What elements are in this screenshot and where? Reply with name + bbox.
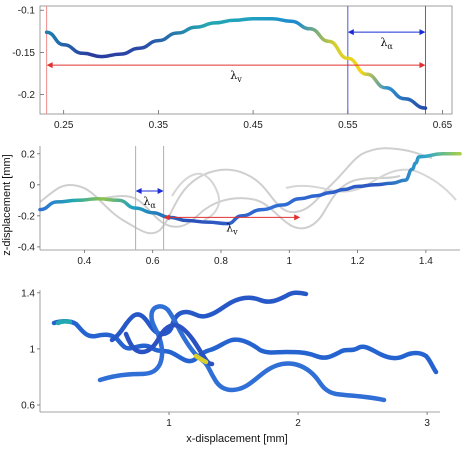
bottom-x-label: x-displacement [mm] [186, 433, 287, 445]
x-tick-label: 0.65 [433, 120, 453, 131]
top-y-ticks: -0.1 -0.15 -0.2 [12, 6, 44, 101]
x-tick-label: 1 [166, 418, 172, 429]
top-annotations: λv λα [46, 29, 426, 84]
dimension-label: λv [226, 221, 238, 236]
y-tick-label: 0.2 [21, 149, 35, 160]
middle-panel: 0.2 0 -0.2 -0.4 0.4 0.6 0.8 1 1.2 1.4 λv λα z-dis… [1, 146, 462, 267]
bottom-trace-4 [123, 323, 215, 367]
arrowhead-right-icon [157, 188, 164, 195]
x-tick-label: 0.8 [214, 256, 228, 267]
bottom-y-ticks: 1.4 1 0.6 [21, 288, 40, 411]
arrowhead-right-icon [419, 29, 426, 36]
x-tick-label: 1.4 [419, 256, 433, 267]
top-vertical-lines [46, 6, 426, 114]
middle-y-ticks: 0.2 0 -0.2 -0.4 [18, 149, 40, 253]
middle-gray-trace [39, 147, 433, 235]
y-tick-label: 0.6 [21, 400, 35, 411]
arrowhead-left-icon [135, 188, 142, 195]
middle-vertical-lines [135, 146, 165, 250]
bottom-trace-1 [51, 319, 439, 375]
top-axes-box [39, 5, 453, 115]
x-tick-label: 0.25 [54, 120, 74, 131]
dimension-label: λα [143, 195, 156, 210]
dimension-label: λv [230, 69, 242, 84]
x-tick-label: 3 [424, 418, 430, 429]
bottom-trace-2 [109, 290, 309, 343]
bottom-trajectory-traces [51, 290, 439, 403]
y-tick-label: 1.4 [21, 288, 35, 299]
middle-gray-trace-2 [91, 175, 401, 230]
y-tick-label: 0 [29, 180, 35, 191]
x-tick-label: 0.4 [77, 256, 91, 267]
y-tick-label: 1 [29, 344, 35, 355]
x-tick-label: 0.55 [338, 120, 358, 131]
middle-gray-trace-3 [171, 168, 457, 221]
x-tick-label: 0.35 [149, 120, 169, 131]
bottom-trace-teal [55, 319, 73, 326]
top-panel: -0.1 -0.15 -0.2 0.25 0.35 0.45 0.55 0.65 λv λα [12, 5, 453, 131]
x-tick-label: 1.2 [351, 256, 365, 267]
arrowhead-right-icon [419, 62, 426, 69]
y-tick-label: -0.1 [18, 6, 36, 17]
x-tick-label: 1 [286, 256, 292, 267]
middle-y-label: z-displacement [mm] [1, 154, 13, 255]
bottom-x-ticks: 1 2 3 [166, 412, 430, 429]
y-tick-label: -0.2 [18, 90, 36, 101]
x-tick-label: 2 [295, 418, 301, 429]
y-tick-label: -0.4 [18, 242, 36, 253]
arrowhead-left-icon [347, 29, 354, 36]
dimension-label: λα [380, 36, 393, 51]
arrowhead-right-icon [294, 214, 301, 221]
x-tick-label: 0.45 [243, 120, 263, 131]
y-tick-label: -0.15 [12, 48, 35, 59]
middle-x-ticks: 0.4 0.6 0.8 1 1.2 1.4 [77, 250, 433, 267]
y-tick-label: -0.2 [18, 211, 36, 222]
top-x-ticks: 0.25 0.35 0.45 0.55 0.65 [54, 110, 453, 131]
arrowhead-left-icon [46, 62, 53, 69]
bottom-trace-highlight [193, 353, 209, 365]
bottom-panel: 1.4 1 0.6 1 2 3 x-displacement [mm] [21, 288, 440, 445]
middle-series-line [38, 152, 462, 226]
arrowhead-left-icon [163, 214, 170, 221]
top-series-line [44, 16, 428, 110]
x-tick-label: 0.6 [146, 256, 160, 267]
